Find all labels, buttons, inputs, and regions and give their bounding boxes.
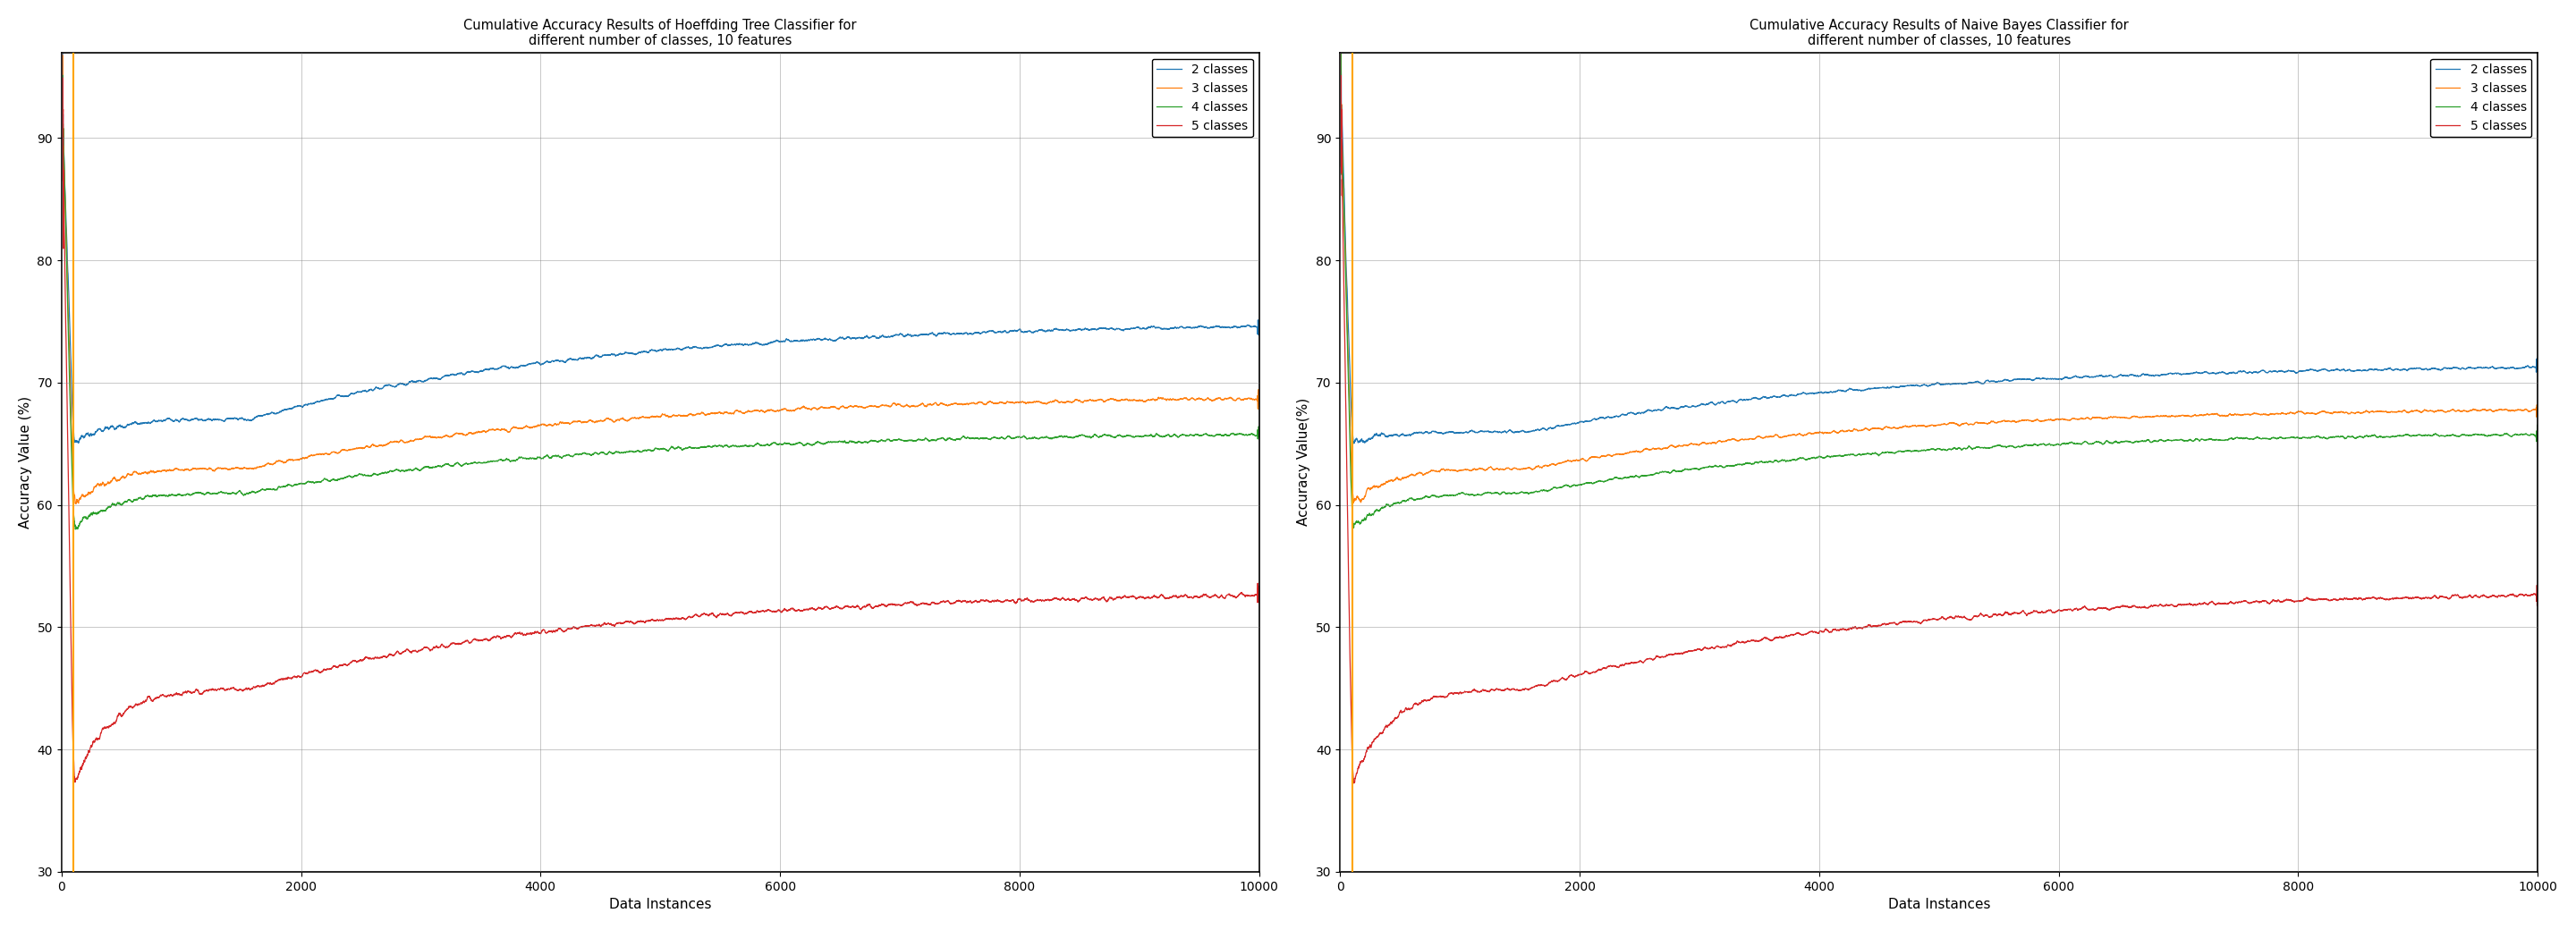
3 classes bbox=[1561, 455, 1592, 466]
3 classes bbox=[46, 49, 77, 60]
3 classes bbox=[631, 412, 662, 423]
5 classes bbox=[1558, 671, 1589, 683]
3 classes bbox=[1376, 475, 1406, 486]
4 classes bbox=[631, 445, 662, 456]
4 classes bbox=[2460, 429, 2491, 440]
4 classes bbox=[1561, 480, 1592, 491]
4 classes bbox=[1376, 501, 1406, 512]
5 classes bbox=[1340, 777, 1370, 789]
5 classes bbox=[46, 10, 77, 21]
4 classes bbox=[95, 500, 126, 512]
2 classes bbox=[1244, 318, 1275, 329]
3 classes bbox=[52, 266, 82, 277]
4 classes bbox=[1329, 277, 1360, 288]
3 classes bbox=[2522, 402, 2553, 413]
Title: Cumulative Accuracy Results of Naive Bayes Classifier for
different number of cl: Cumulative Accuracy Results of Naive Bay… bbox=[1749, 19, 2128, 47]
4 classes bbox=[2522, 427, 2553, 438]
2 classes bbox=[2522, 360, 2553, 371]
4 classes bbox=[46, 44, 77, 55]
3 classes bbox=[95, 476, 126, 487]
5 classes bbox=[1911, 615, 1942, 626]
3 classes bbox=[1244, 395, 1275, 406]
3 classes bbox=[281, 454, 312, 465]
Y-axis label: Accuracy Value (%): Accuracy Value (%) bbox=[18, 396, 31, 528]
5 classes bbox=[1324, 18, 1355, 29]
3 classes bbox=[46, 120, 77, 131]
3 classes bbox=[1324, 61, 1355, 73]
3 classes bbox=[1324, 86, 1355, 98]
4 classes bbox=[281, 479, 312, 490]
5 classes bbox=[2522, 595, 2553, 606]
4 classes bbox=[1244, 425, 1275, 436]
4 classes bbox=[59, 524, 90, 535]
2 classes bbox=[281, 401, 312, 412]
X-axis label: Data Instances: Data Instances bbox=[608, 898, 711, 911]
Line: 2 classes: 2 classes bbox=[62, 44, 1260, 443]
4 classes bbox=[1324, 100, 1355, 112]
2 classes bbox=[1340, 438, 1370, 449]
Legend: 2 classes, 3 classes, 4 classes, 5 classes: 2 classes, 3 classes, 4 classes, 5 class… bbox=[1151, 59, 1252, 138]
5 classes bbox=[2460, 590, 2491, 601]
3 classes bbox=[1180, 394, 1211, 405]
2 classes bbox=[118, 418, 149, 429]
Line: 3 classes: 3 classes bbox=[62, 55, 1260, 504]
5 classes bbox=[631, 616, 662, 627]
4 classes bbox=[1911, 445, 1942, 456]
3 classes bbox=[1396, 469, 1427, 480]
5 classes bbox=[52, 396, 82, 407]
2 classes bbox=[52, 244, 82, 255]
5 classes bbox=[46, 11, 77, 22]
5 classes bbox=[1244, 597, 1275, 608]
2 classes bbox=[631, 347, 662, 358]
3 classes bbox=[1337, 498, 1368, 509]
2 classes bbox=[1561, 418, 1592, 430]
Line: 2 classes: 2 classes bbox=[1340, 59, 2537, 444]
4 classes bbox=[52, 275, 82, 286]
4 classes bbox=[1180, 429, 1211, 440]
3 classes bbox=[1329, 265, 1360, 276]
2 classes bbox=[46, 57, 77, 68]
Y-axis label: Accuracy Value(%): Accuracy Value(%) bbox=[1298, 398, 1311, 526]
5 classes bbox=[1376, 719, 1406, 730]
Line: 4 classes: 4 classes bbox=[62, 49, 1260, 529]
3 classes bbox=[59, 498, 90, 510]
2 classes bbox=[46, 38, 77, 49]
Line: 4 classes: 4 classes bbox=[1340, 54, 2537, 528]
2 classes bbox=[95, 421, 126, 432]
2 classes bbox=[1329, 249, 1360, 260]
Line: 3 classes: 3 classes bbox=[1340, 67, 2537, 503]
2 classes bbox=[1180, 322, 1211, 333]
2 classes bbox=[1911, 379, 1942, 391]
2 classes bbox=[1324, 68, 1355, 79]
4 classes bbox=[118, 496, 149, 507]
4 classes bbox=[1396, 493, 1427, 504]
4 classes bbox=[1340, 523, 1370, 534]
Legend: 2 classes, 3 classes, 4 classes, 5 classes: 2 classes, 3 classes, 4 classes, 5 class… bbox=[2429, 59, 2532, 138]
5 classes bbox=[1329, 393, 1360, 405]
5 classes bbox=[95, 719, 126, 730]
Line: 5 classes: 5 classes bbox=[1340, 23, 2537, 783]
Title: Cumulative Accuracy Results of Hoeffding Tree Classifier for
different number of: Cumulative Accuracy Results of Hoeffding… bbox=[464, 19, 858, 47]
5 classes bbox=[1396, 703, 1427, 714]
5 classes bbox=[118, 701, 149, 712]
5 classes bbox=[1180, 591, 1211, 602]
5 classes bbox=[59, 777, 90, 788]
5 classes bbox=[281, 671, 312, 683]
2 classes bbox=[1324, 53, 1355, 64]
2 classes bbox=[1376, 431, 1406, 442]
2 classes bbox=[62, 437, 93, 448]
2 classes bbox=[1396, 429, 1427, 440]
2 classes bbox=[2460, 363, 2491, 374]
3 classes bbox=[2460, 405, 2491, 416]
3 classes bbox=[1911, 420, 1942, 432]
4 classes bbox=[1324, 48, 1355, 60]
X-axis label: Data Instances: Data Instances bbox=[1888, 898, 1991, 911]
3 classes bbox=[118, 466, 149, 477]
Line: 5 classes: 5 classes bbox=[62, 16, 1260, 782]
